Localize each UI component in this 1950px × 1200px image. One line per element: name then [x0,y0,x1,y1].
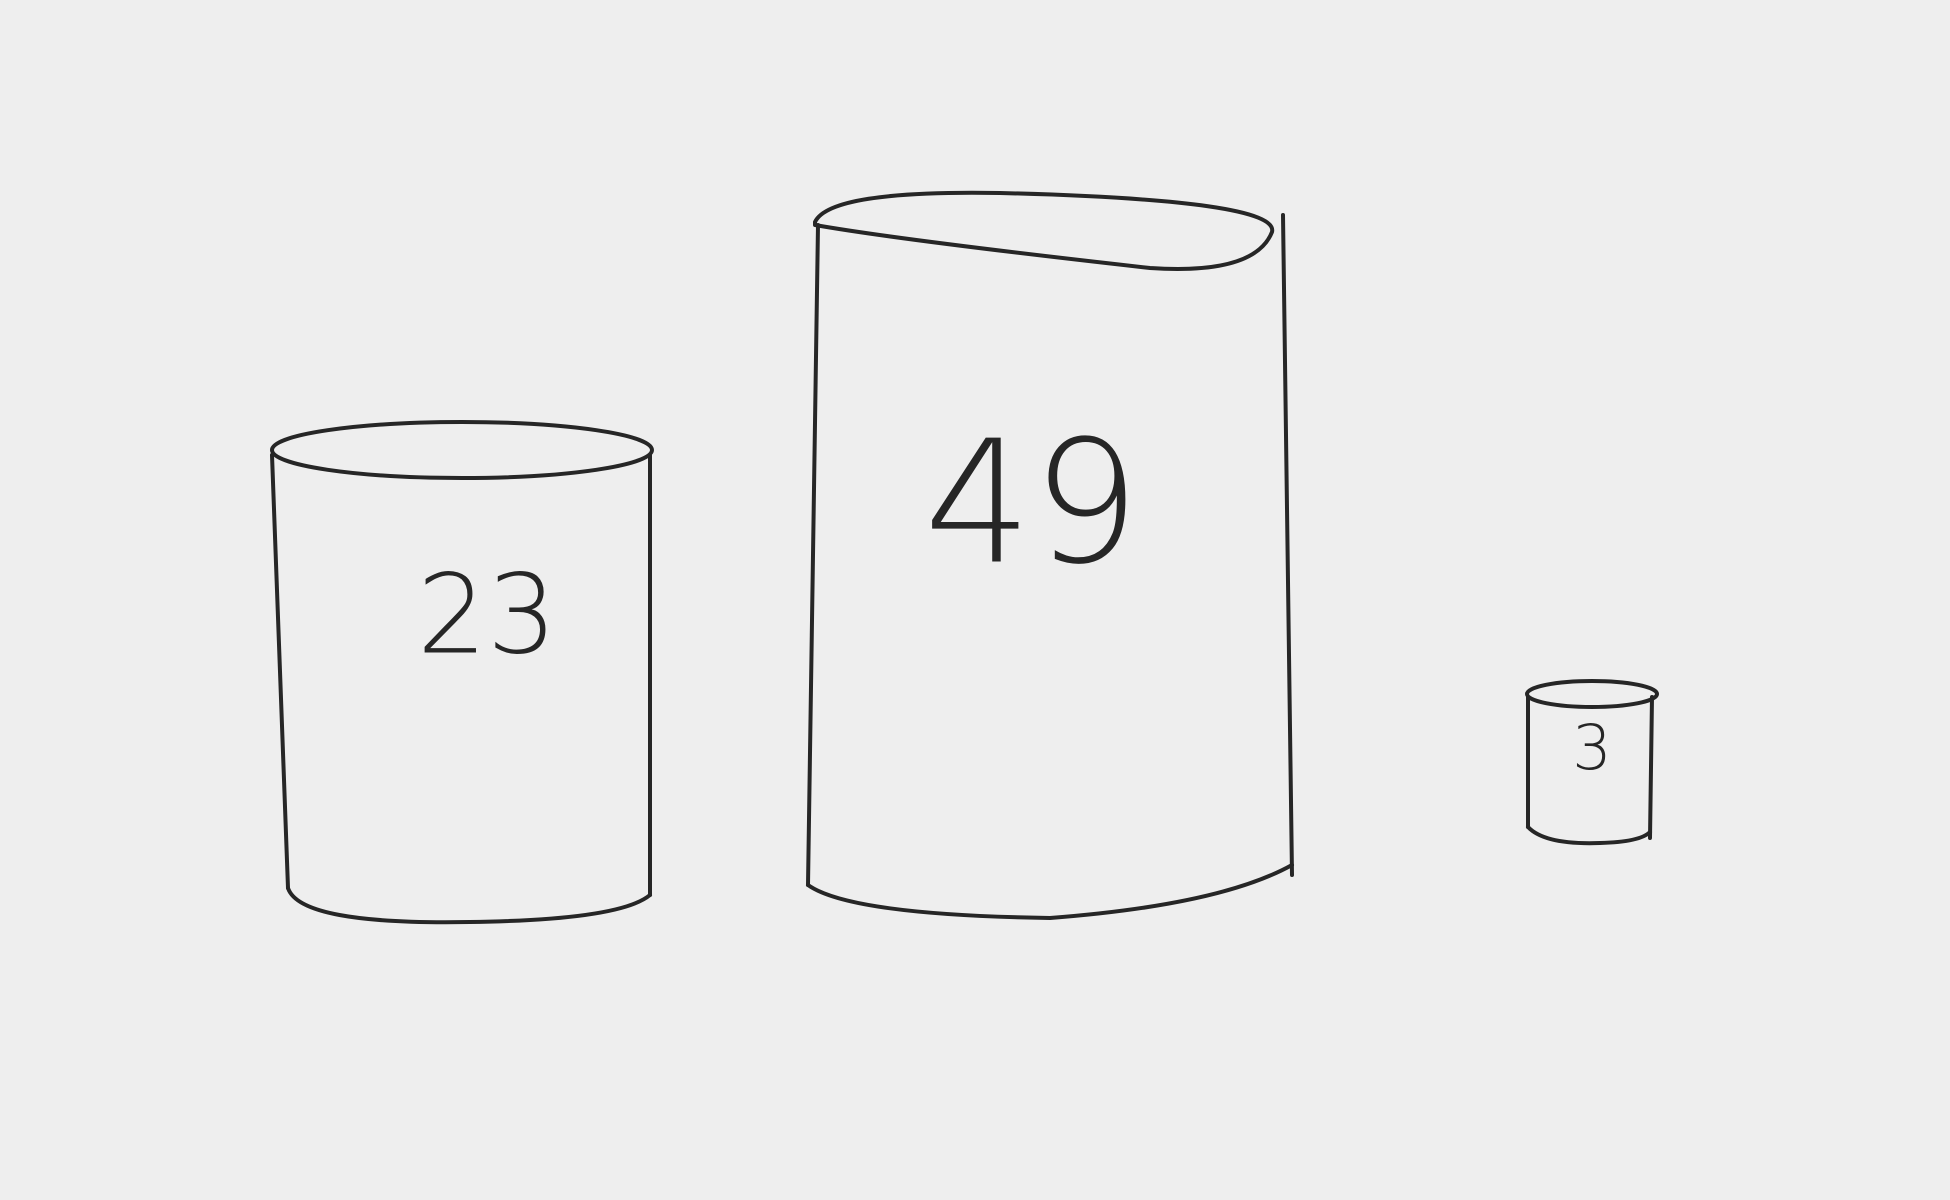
cylinder: 49 [806,190,1294,920]
cylinder-top [270,420,654,480]
cylinder-bottom [286,886,652,925]
cylinder-label: 49 [924,405,1140,603]
cylinder-side [806,223,820,887]
cylinder-side [1648,695,1654,840]
cylinder-bottom [806,863,1294,920]
cylinder-top [1525,679,1659,709]
cylinder: 3 [1525,679,1659,846]
cylinder: 23 [270,420,654,925]
cylinder-side [1281,213,1294,877]
cylinder-label: 3 [1572,711,1611,784]
cylinder-side [270,453,290,890]
cylinder-bottom [1526,825,1652,846]
cylinder-label: 23 [417,550,557,678]
cylinder-top [813,190,1275,271]
